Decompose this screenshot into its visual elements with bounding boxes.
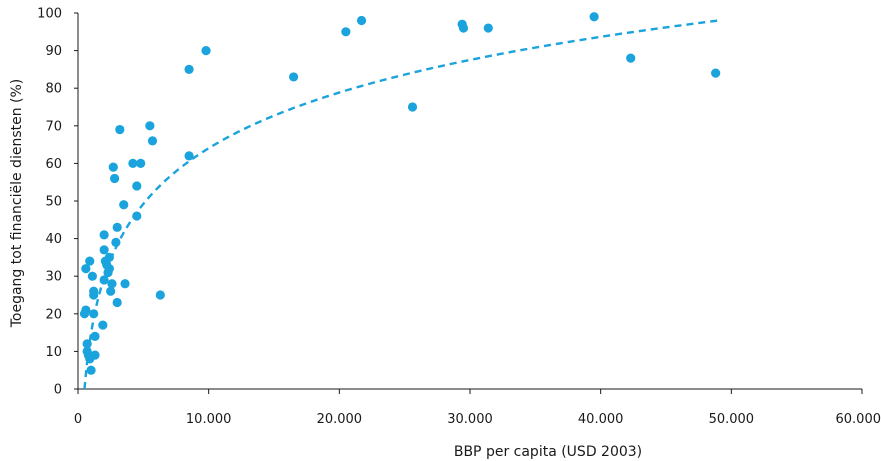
data-point	[109, 173, 120, 184]
data-point	[81, 264, 91, 274]
data-point	[711, 68, 721, 78]
y-tick-label: 70	[45, 119, 62, 134]
data-point	[184, 151, 194, 161]
data-point	[136, 158, 146, 168]
data-point	[155, 290, 165, 300]
x-axis-title: BBP per capita (USD 2003)	[454, 444, 642, 460]
y-axis-title: Toegang tot financiële diensten (%)	[9, 79, 25, 329]
data-point	[201, 46, 211, 56]
data-point	[98, 320, 108, 330]
data-point	[483, 23, 493, 33]
y-tick-label: 40	[45, 232, 62, 247]
data-point	[104, 252, 114, 262]
data-point	[119, 200, 129, 210]
x-axis: 0 10.000 20.000 30.000 40.000 50.000 60.000	[74, 388, 881, 427]
data-point	[111, 237, 121, 247]
data-point	[626, 53, 636, 63]
y-tick-label: 0	[54, 383, 62, 398]
y-tick-label: 80	[45, 82, 62, 97]
y-axis: 0 10 20 30 40 50 60 70 80 90 100	[37, 7, 79, 398]
y-tick-label: 90	[45, 44, 62, 59]
data-point	[589, 12, 599, 22]
data-point	[289, 72, 299, 82]
data-point	[128, 158, 138, 168]
x-tick-label: 30.000	[447, 412, 493, 427]
data-point	[90, 350, 100, 360]
data-point	[87, 271, 97, 281]
data-point	[120, 279, 130, 289]
x-tick-label: 60.000	[836, 412, 881, 427]
data-point	[81, 305, 91, 315]
data-point	[99, 230, 109, 240]
data-point	[108, 162, 118, 172]
data-point	[99, 275, 109, 285]
x-tick-label: 10.000	[186, 412, 232, 427]
y-tick-label: 50	[45, 195, 62, 210]
data-points-group	[79, 12, 721, 375]
data-point	[85, 256, 95, 266]
data-point	[132, 181, 142, 191]
data-point	[112, 222, 122, 232]
y-tick-label: 60	[45, 157, 62, 172]
x-tick-label: 20.000	[317, 412, 363, 427]
data-point	[115, 124, 125, 135]
data-point	[407, 102, 418, 112]
y-tick-label: 100	[37, 7, 62, 22]
x-tick-label: 40.000	[578, 412, 624, 427]
data-point	[89, 286, 99, 296]
data-point	[184, 64, 194, 74]
x-tick-label: 50.000	[709, 412, 755, 427]
y-tick-label: 20	[45, 307, 62, 322]
data-point	[147, 136, 158, 146]
data-point	[86, 365, 96, 375]
trendline-group	[83, 19, 719, 390]
x-tick-label: 0	[74, 412, 82, 427]
data-point	[458, 23, 469, 33]
data-point	[106, 286, 116, 296]
data-point	[107, 279, 117, 289]
data-point	[99, 245, 109, 255]
data-point	[356, 15, 367, 26]
data-point	[90, 331, 100, 341]
data-point	[112, 297, 122, 308]
y-tick-label: 10	[45, 345, 62, 360]
data-point	[82, 339, 92, 349]
data-point	[341, 27, 351, 37]
data-point	[104, 264, 114, 274]
trendline	[83, 19, 719, 390]
data-point	[145, 121, 155, 131]
data-point	[89, 309, 99, 319]
y-tick-label: 30	[45, 270, 62, 285]
data-point	[132, 211, 142, 221]
